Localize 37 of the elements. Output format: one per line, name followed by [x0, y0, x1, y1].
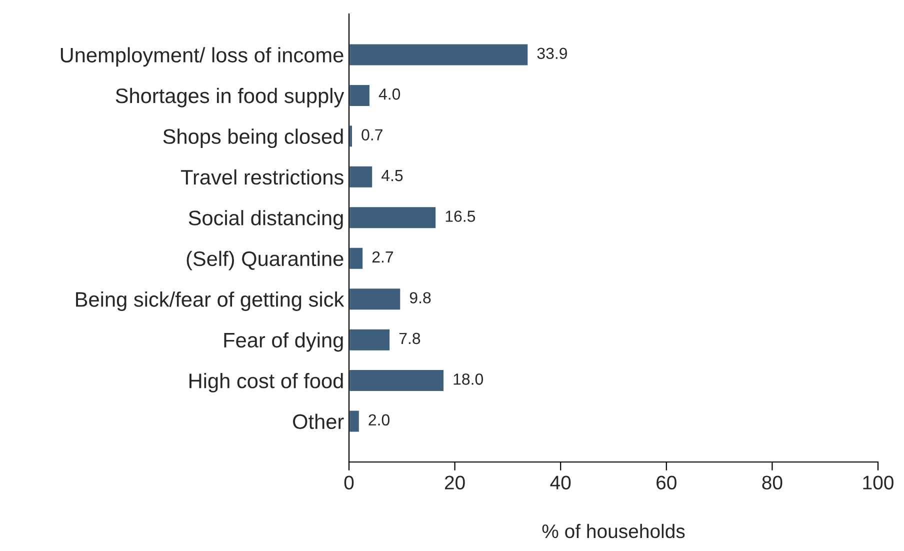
- bar: [349, 328, 391, 352]
- y-tick-label: Unemployment/ loss of income: [60, 47, 344, 67]
- data-label: 0.7: [362, 129, 382, 140]
- x-tick-label: 20: [444, 476, 465, 490]
- x-axis-title: % of households: [542, 524, 685, 538]
- data-label: 4.0: [378, 88, 400, 100]
- y-tick-label: High cost of food: [190, 372, 343, 392]
- data-label: 7.8: [399, 332, 420, 344]
- bar: [349, 84, 371, 108]
- data-label: 4.5: [382, 170, 403, 182]
- data-label: 18.0: [454, 374, 484, 385]
- y-tick-label: Other: [293, 414, 344, 430]
- bar: [349, 42, 530, 67]
- y-tick-label: Being sick/fear of getting sick: [76, 292, 344, 311]
- y-tick-label: Social distancing: [188, 210, 343, 230]
- x-tick-label: 100: [863, 476, 894, 490]
- x-tick-label: 0: [344, 476, 354, 490]
- data-label: 16.5: [446, 210, 476, 222]
- y-tick-label: Travel restrictions: [181, 169, 344, 185]
- bar: [349, 165, 374, 189]
- data-label: 33.9: [537, 48, 567, 60]
- bar: [349, 409, 360, 434]
- data-label: 2.0: [368, 414, 390, 426]
- bar: [349, 287, 402, 311]
- x-tick-label: 80: [762, 476, 782, 490]
- bar: [349, 124, 354, 148]
- y-tick-label: Fear of dying: [224, 332, 343, 352]
- y-tick-label: (Self) Quarantine: [186, 250, 344, 270]
- x-tick-label: 40: [550, 476, 571, 490]
- bar: [349, 206, 437, 230]
- y-tick-label: Shortages in food supply: [116, 88, 344, 108]
- bar: [349, 246, 364, 270]
- y-tick-label: Shops being closed: [163, 128, 343, 148]
- bar: [349, 368, 445, 392]
- data-label: 2.7: [372, 251, 394, 262]
- x-tick-label: 60: [656, 476, 676, 490]
- data-label: 9.8: [410, 292, 431, 304]
